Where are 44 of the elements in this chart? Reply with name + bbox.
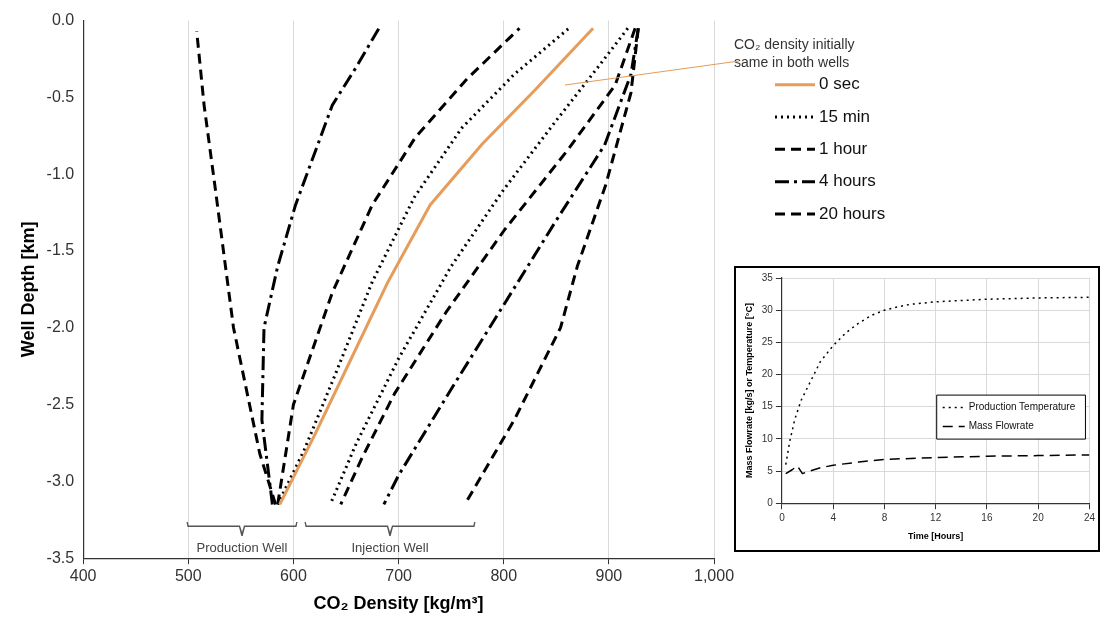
y-tick-label: -1.5: [46, 241, 75, 259]
y-axis-title: Well Depth [km]: [17, 221, 38, 358]
y-tick-label: -3.5: [46, 548, 75, 566]
y-tick-label: 35: [761, 271, 774, 283]
x-tick-label: 700: [385, 567, 413, 585]
x-tick-label: 500: [174, 567, 202, 585]
legend-label: 0 sec: [819, 74, 861, 94]
x-tick-label: 24: [1083, 511, 1096, 523]
x-tick-label: 12: [930, 511, 942, 523]
y-tick-label: -0.5: [46, 87, 75, 105]
x-tick-label: 900: [595, 567, 623, 585]
annotation: Production Well: [196, 539, 288, 555]
y-tick-label: 10: [761, 432, 774, 444]
x-tick-label: 400: [69, 567, 97, 585]
x-tick-label: 20: [1032, 511, 1045, 523]
legend-label: 1 hour: [819, 139, 868, 159]
text: CO₂ density initially same in both wells: [734, 36, 855, 71]
y-tick-label: 0.0: [51, 11, 75, 29]
y-tick-label: 25: [761, 336, 774, 348]
legend-label: 15 min: [819, 106, 871, 126]
x-tick-label: 1,000: [693, 567, 735, 585]
y-tick-label: -1.0: [46, 164, 75, 182]
y-tick-label: -2.5: [46, 395, 75, 413]
x-tick-label: 800: [490, 567, 518, 585]
legend-label: 4 hours: [819, 171, 876, 191]
y-tick-label: 30: [761, 303, 774, 315]
x-tick-label: 600: [280, 567, 307, 585]
y-tick-label: -2.0: [46, 318, 75, 336]
x-tick-label: 16: [981, 511, 993, 523]
x-axis-title: Time [Hours]: [908, 531, 964, 542]
x-tick-label: 4: [830, 511, 837, 523]
y-tick-label: 15: [761, 400, 774, 412]
x-tick-label: 0: [779, 511, 786, 523]
y-tick-label: 0: [767, 496, 774, 508]
x-axis-title: CO₂ Density [kg/m³]: [313, 593, 484, 614]
legend-label: Production Temperature: [968, 401, 1076, 413]
y-axis-title: Mass Flowrate [kg/s] or Temperature [°C]: [743, 303, 754, 479]
legend-label: 20 hours: [819, 203, 886, 223]
annotation: Injection Well: [351, 539, 429, 555]
y-tick-label: -3.0: [46, 471, 75, 489]
x-tick-label: 8: [881, 511, 888, 523]
legend-label: Mass Flowrate: [968, 420, 1035, 432]
y-tick-label: 20: [761, 368, 774, 380]
y-tick-label: 5: [767, 464, 774, 476]
